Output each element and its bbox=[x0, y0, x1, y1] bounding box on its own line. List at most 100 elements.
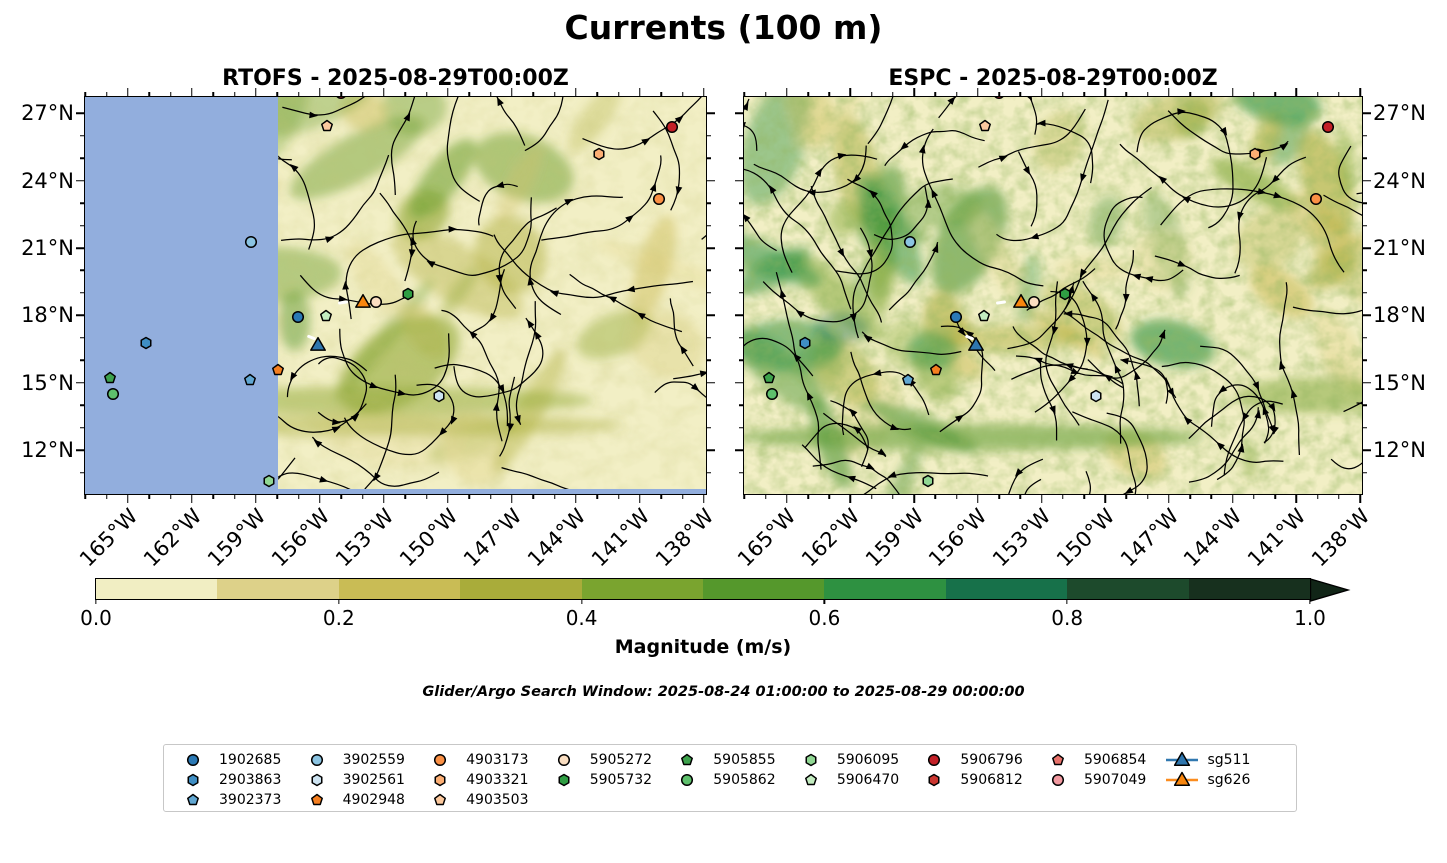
x-tick bbox=[1253, 495, 1255, 499]
x-tick bbox=[913, 495, 915, 503]
y-tick-label: 24°N bbox=[21, 168, 74, 193]
colorbar-segment-3 bbox=[460, 579, 582, 599]
x-tick bbox=[1316, 92, 1319, 96]
y-tick-label: 12°N bbox=[21, 438, 74, 463]
glider-marker-sg511 bbox=[309, 336, 328, 355]
y-tick-label: 24°N bbox=[1373, 168, 1426, 193]
no-data-region bbox=[85, 97, 279, 494]
colorbar-tick-label: 1.0 bbox=[1294, 606, 1326, 630]
y-tick bbox=[80, 202, 84, 204]
y-tick bbox=[80, 337, 84, 339]
y-tick bbox=[76, 449, 84, 452]
float-pentagon-icon bbox=[300, 793, 334, 807]
y-tick bbox=[735, 179, 743, 182]
y-tick bbox=[739, 157, 743, 159]
x-tick bbox=[127, 88, 129, 96]
x-tick-label: 144°W bbox=[522, 504, 590, 572]
float-marker-3902559 bbox=[244, 235, 258, 249]
legend-entry-4902948: 4902948 bbox=[300, 790, 424, 809]
x-tick bbox=[255, 88, 257, 96]
colorbar-tick-label: 0.0 bbox=[80, 606, 112, 630]
x-tick-label: 147°W bbox=[458, 504, 526, 572]
y-tick bbox=[1363, 247, 1371, 249]
legend-entry-5906854: 5906854 bbox=[1041, 750, 1165, 769]
legend-label: 5906812 bbox=[960, 771, 1023, 788]
y-tick-label: 12°N bbox=[1373, 438, 1426, 463]
y-tick-label: 27°N bbox=[21, 101, 74, 126]
x-tick bbox=[1019, 495, 1022, 499]
legend-entry-5905855: 5905855 bbox=[670, 750, 794, 769]
y-tick bbox=[707, 404, 711, 407]
y-tick bbox=[80, 269, 84, 272]
x-tick bbox=[681, 92, 684, 96]
x-tick bbox=[447, 495, 449, 503]
legend-entry-5906796: 5906796 bbox=[917, 750, 1041, 769]
float-circle-icon bbox=[547, 753, 581, 767]
x-tick bbox=[1210, 92, 1213, 96]
x-tick bbox=[425, 495, 428, 499]
x-tick bbox=[127, 495, 129, 503]
x-tick bbox=[1189, 495, 1191, 499]
float-marker-5906095 bbox=[921, 474, 935, 488]
y-tick bbox=[707, 202, 711, 204]
y-tick bbox=[739, 134, 743, 137]
colorbar: 0.0 0.2 0.4 0.6 0.8 1.0 Magnitude (m/s) bbox=[80, 577, 1351, 658]
float-pentagon-icon bbox=[423, 793, 457, 807]
x-tick bbox=[849, 88, 852, 96]
y-tick bbox=[735, 449, 743, 452]
float-marker-4903173 bbox=[652, 192, 666, 206]
x-tick bbox=[870, 92, 873, 96]
y-tick bbox=[80, 157, 84, 159]
unidentified-marker bbox=[334, 97, 348, 100]
x-tick bbox=[1231, 88, 1234, 96]
y-tick bbox=[1363, 292, 1367, 294]
legend-column-1: 3902559 3902561 4902948 bbox=[300, 750, 424, 809]
y-tick bbox=[707, 112, 715, 114]
glider-glider-icon bbox=[1165, 770, 1199, 790]
x-tick bbox=[977, 495, 979, 503]
x-tick bbox=[383, 88, 385, 96]
y-tick bbox=[80, 134, 84, 137]
x-tick bbox=[212, 495, 215, 499]
float-pentagon-icon bbox=[176, 793, 210, 807]
x-tick-label: 144°W bbox=[1179, 504, 1247, 572]
float-circle-icon bbox=[670, 773, 704, 787]
x-tick bbox=[617, 495, 620, 499]
legend-label: 3902561 bbox=[342, 771, 405, 788]
legend-entry-5906470: 5906470 bbox=[794, 770, 918, 789]
colorbar-segment-4 bbox=[581, 579, 704, 599]
y-tick bbox=[739, 269, 743, 272]
legend-column-7: 5906854 5907049 bbox=[1041, 750, 1165, 789]
x-tick bbox=[849, 495, 852, 503]
legend-label: 3902559 bbox=[342, 751, 405, 768]
float-hexagon-icon bbox=[176, 773, 210, 787]
x-tick bbox=[1104, 495, 1106, 503]
y-tick bbox=[739, 202, 743, 204]
colorbar-tick bbox=[1066, 599, 1068, 604]
y-tick bbox=[739, 404, 743, 407]
legend-label: 4903173 bbox=[466, 751, 529, 768]
x-tick bbox=[84, 495, 87, 499]
x-tick bbox=[786, 88, 788, 96]
y-tick-label: 27°N bbox=[1373, 101, 1426, 126]
x-tick-label: 141°W bbox=[586, 504, 654, 572]
colorbar-segment-1 bbox=[217, 579, 339, 599]
x-tick bbox=[703, 495, 705, 503]
x-tick-label: 156°W bbox=[924, 504, 992, 572]
x-tick bbox=[1338, 92, 1340, 96]
colorbar-tick-label: 0.4 bbox=[565, 606, 598, 630]
y-tick bbox=[735, 247, 743, 249]
y-tick bbox=[707, 382, 715, 384]
float-marker-4902948 bbox=[929, 363, 943, 377]
x-tick bbox=[870, 495, 873, 499]
x-tick bbox=[1083, 495, 1085, 499]
x-tick bbox=[639, 495, 641, 503]
y-tick bbox=[739, 427, 743, 429]
x-tick bbox=[913, 88, 915, 96]
x-tick-label: 162°W bbox=[796, 504, 865, 572]
x-tick bbox=[553, 92, 556, 96]
x-tick bbox=[1338, 495, 1340, 499]
float-marker-3902561 bbox=[432, 389, 446, 403]
legend-label: sg626 bbox=[1207, 771, 1251, 788]
